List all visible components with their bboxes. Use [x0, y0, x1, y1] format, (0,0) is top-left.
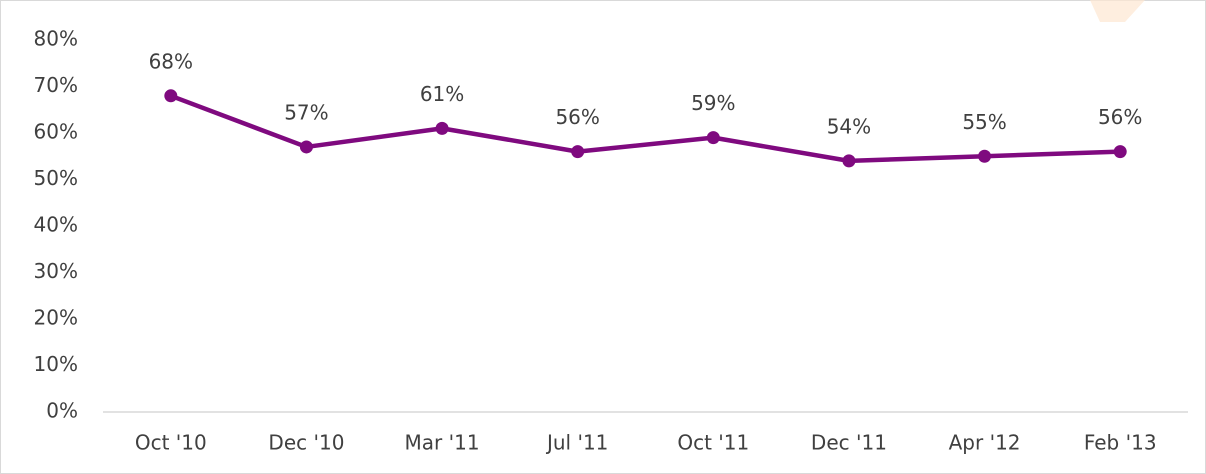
y-tick-label: 80%	[34, 27, 78, 51]
y-tick-label: 50%	[34, 166, 78, 190]
x-tick-label: Jul '11	[545, 431, 608, 455]
y-tick-label: 20%	[34, 306, 78, 330]
y-tick-label: 30%	[34, 259, 78, 283]
x-tick-label: Oct '11	[677, 431, 749, 455]
y-tick-label: 70%	[34, 73, 78, 97]
x-tick-label: Feb '13	[1084, 431, 1157, 455]
point	[435, 121, 449, 135]
data-label: 56%	[1098, 105, 1142, 129]
line	[170, 93, 1121, 164]
data-label: 55%	[962, 110, 1006, 134]
point	[1113, 145, 1127, 159]
x-tick-label: Apr '12	[949, 431, 1021, 455]
data-label: 54%	[827, 114, 871, 138]
point	[571, 145, 585, 159]
x-tick-label: Oct '10	[135, 431, 207, 455]
y-tick-label: 0%	[46, 399, 78, 423]
data-label: 61%	[420, 82, 464, 106]
point	[164, 89, 178, 103]
point	[299, 140, 313, 154]
y-tick-label: 10%	[34, 352, 78, 376]
y-tick-label: 60%	[34, 120, 78, 144]
point	[842, 154, 856, 168]
data-label: 59%	[691, 91, 735, 115]
x-tick-label: Dec '10	[268, 431, 344, 455]
data-label: 56%	[555, 105, 599, 129]
data-label: 68%	[149, 49, 193, 73]
point	[706, 131, 720, 145]
watermark	[1090, 0, 1145, 22]
x-tick-label: Dec '11	[811, 431, 887, 455]
x-tick-label: Mar '11	[405, 431, 480, 455]
data-label: 57%	[284, 100, 328, 124]
y-tick-label: 40%	[34, 213, 78, 237]
point	[978, 149, 992, 163]
